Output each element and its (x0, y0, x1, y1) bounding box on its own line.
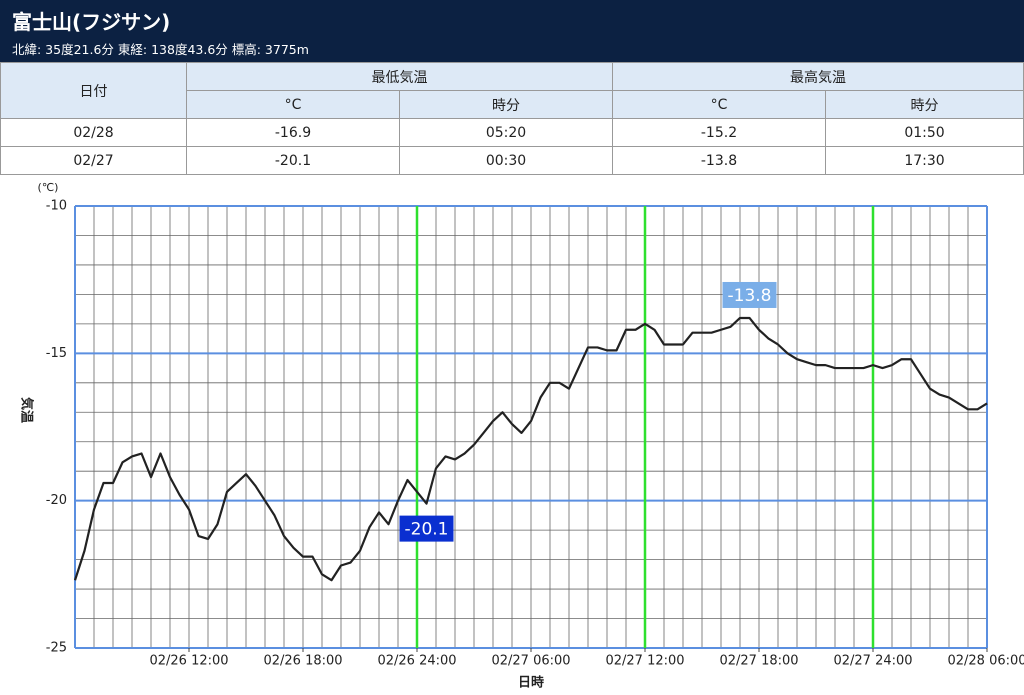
x-tick-label: 02/28 06:00 (947, 654, 1024, 669)
annotation-box (399, 515, 454, 542)
temperature-line (73, 316, 988, 582)
cell: -20.1 (186, 146, 400, 175)
x-tick-label: 02/26 18:00 (263, 654, 342, 669)
y-unit: (℃) (38, 181, 59, 194)
y-tick-label: -20 (46, 493, 67, 508)
annotation-label: -13.8 (728, 286, 772, 306)
summary-table: 日付 最低気温 最高気温 °C 時分 °C 時分 02/28 -16.9 05:… (0, 62, 1024, 175)
cell: 00:30 (399, 146, 613, 175)
y-tick-label: -15 (46, 346, 67, 361)
header-cell: 最高気温 (612, 62, 1024, 91)
y-tick-label: -10 (46, 199, 67, 214)
annotation-label: -20.1 (405, 520, 449, 540)
chart: (℃) 気温 日時 -10 -15 -20 -25 02/26 12:00 02/26 1… (19, 181, 1024, 691)
header-cell: 最低気温 (186, 62, 613, 91)
header-cell: °C (186, 90, 400, 119)
x-tick-label: 02/27 12:00 (605, 654, 684, 669)
x-tick-label: 02/26 12:00 (149, 654, 228, 669)
header: 富士山(フジサン) 北緯: 35度21.6分 東経: 138度43.6分 標高:… (0, 0, 1024, 62)
cell: 02/27 (0, 146, 187, 175)
header-cell: 時分 (825, 90, 1024, 119)
x-axis-label: 日時 (518, 675, 544, 691)
y-tick-label: -25 (46, 641, 67, 656)
x-tick-label: 02/27 24:00 (833, 654, 912, 669)
cell: 17:30 (825, 146, 1024, 175)
header-cell: 時分 (399, 90, 613, 119)
y-axis-label: 気温 (19, 397, 35, 423)
cell: -13.8 (612, 146, 826, 175)
header-cell: 日付 (0, 62, 187, 119)
x-tick-label: 02/27 06:00 (491, 654, 570, 669)
annotation-box (722, 281, 777, 308)
cell: 01:50 (825, 118, 1024, 147)
cell: -16.9 (186, 118, 400, 147)
x-tick-label: 02/26 24:00 (377, 654, 456, 669)
cell: -15.2 (612, 118, 826, 147)
cell: 05:20 (399, 118, 613, 147)
cell: 02/28 (0, 118, 187, 147)
header-cell: °C (612, 90, 826, 119)
subtitle: 北緯: 35度21.6分 東経: 138度43.6分 標高: 3775m (12, 42, 309, 57)
x-tick-label: 02/27 18:00 (719, 654, 798, 669)
title: 富士山(フジサン) (12, 10, 171, 34)
